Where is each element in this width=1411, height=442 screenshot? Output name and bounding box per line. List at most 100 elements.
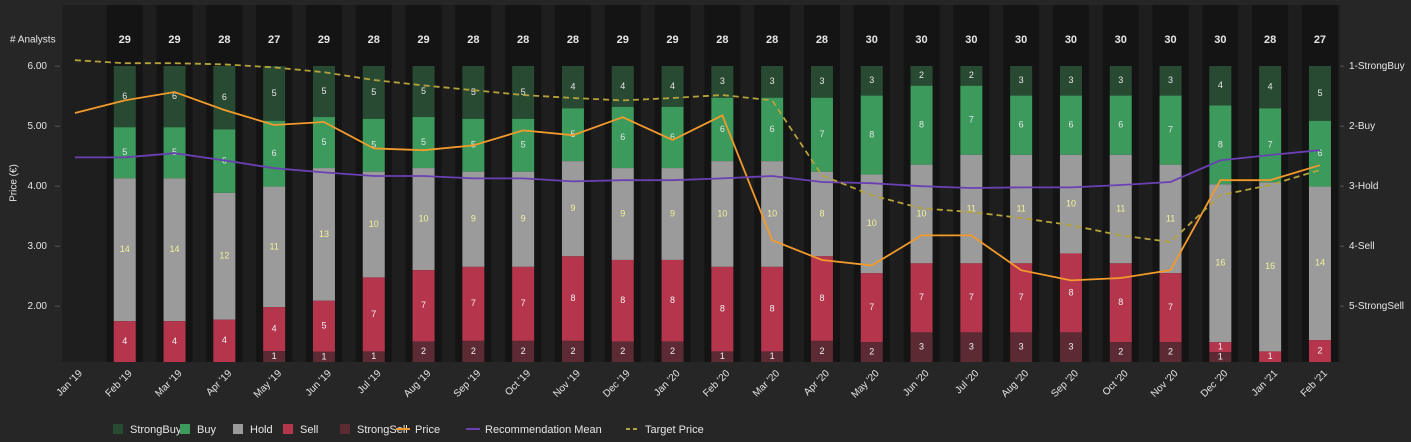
bar-segment — [1259, 66, 1282, 109]
bar-label: 1 — [1218, 342, 1223, 352]
bar-label: 2 — [919, 70, 924, 80]
bar-label: 7 — [819, 129, 824, 139]
bar-label: 6 — [1068, 120, 1073, 130]
bar-label: 3 — [1068, 342, 1073, 352]
legend-label: Recommendation Mean — [485, 424, 602, 436]
bar-label: 6 — [1118, 120, 1123, 130]
bar-segment — [1259, 351, 1282, 362]
bar-segment — [1010, 332, 1033, 362]
bar-label: 5 — [521, 140, 526, 150]
bar-label: 12 — [219, 251, 229, 261]
bar-segment — [1209, 342, 1232, 353]
bar-label: 6 — [172, 91, 177, 101]
bar-segment — [163, 321, 186, 362]
bar-segment — [661, 106, 684, 169]
x-tick-label: Jun '19 — [304, 368, 335, 399]
bar-segment — [512, 66, 535, 119]
bar-segment — [1159, 273, 1182, 343]
analyst-count: 28 — [218, 34, 230, 46]
bar-label: 3 — [1068, 75, 1073, 85]
bar-segment — [1159, 66, 1182, 96]
bar-segment — [113, 66, 136, 128]
bar-segment — [860, 273, 883, 343]
bar-segment — [761, 161, 784, 267]
analyst-count: 30 — [1015, 34, 1027, 46]
x-tick-label: Feb '21 — [1299, 368, 1330, 399]
x-tick-label: Oct '20 — [1101, 368, 1131, 398]
analyst-count: 29 — [168, 34, 180, 46]
bar-label: 8 — [670, 295, 675, 305]
analyst-count: 28 — [1264, 34, 1276, 46]
bar-label: 4 — [620, 81, 625, 91]
bar-segment — [810, 340, 833, 362]
bar-segment — [1209, 105, 1232, 185]
bar-segment — [1109, 95, 1132, 155]
bar-label: 5 — [471, 87, 476, 97]
bar-label: 7 — [1019, 292, 1024, 302]
bar-label: 14 — [1315, 258, 1325, 268]
bar-segment — [1159, 342, 1182, 362]
x-tick-label: May '19 — [252, 368, 285, 401]
bar-label: 3 — [1019, 75, 1024, 85]
analyst-count: 29 — [666, 34, 678, 46]
y-axis-label: Price (€) — [9, 164, 20, 202]
bar-segment — [711, 266, 734, 352]
bar-label: 4 — [122, 336, 127, 346]
bar-segment — [611, 341, 634, 362]
y-tick-label: 6.00 — [28, 61, 48, 72]
bar-label: 5 — [321, 86, 326, 96]
bar-label: 6 — [272, 148, 277, 158]
bar-label: 5 — [172, 147, 177, 157]
bar-segment — [1159, 164, 1182, 274]
bar-label: 3 — [819, 76, 824, 86]
bar-label: 2 — [421, 346, 426, 356]
bar-label: 4 — [172, 336, 177, 346]
bar-label: 9 — [670, 208, 675, 218]
bar-segment — [1308, 340, 1331, 362]
bar-segment — [860, 174, 883, 274]
bar-segment — [1209, 66, 1232, 106]
y2-tick-label: 1-StrongBuy — [1349, 61, 1405, 72]
bar-segment — [412, 270, 435, 342]
bar-label: 9 — [521, 214, 526, 224]
bar-segment — [1059, 154, 1082, 254]
analyst-count: 30 — [866, 34, 878, 46]
analyst-count: 28 — [517, 34, 529, 46]
legend-swatch — [283, 424, 293, 434]
bar-segment — [860, 95, 883, 175]
bar-label: 2 — [969, 70, 974, 80]
bar-segment — [1209, 184, 1232, 343]
bar-label: 8 — [1118, 297, 1123, 307]
line-series — [74, 149, 1321, 189]
bar-segment — [1109, 66, 1132, 96]
bar-label: 6 — [122, 91, 127, 101]
bar-segment — [611, 106, 634, 169]
analyst-count: 30 — [1214, 34, 1226, 46]
bar-segment — [263, 307, 286, 352]
bar-label: 9 — [471, 214, 476, 224]
bar-segment — [213, 192, 236, 320]
bar-segment — [910, 66, 933, 86]
x-tick-label: Mar '20 — [751, 368, 782, 399]
bar-segment — [661, 341, 684, 362]
bar-segment — [761, 97, 784, 162]
analyst-count: 27 — [268, 34, 280, 46]
bar-label: 11 — [1116, 203, 1125, 213]
bar-label: 6 — [222, 92, 227, 102]
line-series — [74, 59, 1321, 243]
bar-label: 5 — [421, 137, 426, 147]
bar-segment — [661, 168, 684, 260]
x-tick-label: Dec '20 — [1199, 368, 1231, 400]
bar-segment — [362, 277, 385, 352]
y2-tick-label: 5-StrongSell — [1349, 301, 1404, 312]
bar-label: 3 — [869, 75, 874, 85]
bar-segment — [412, 168, 435, 271]
x-tick-label: Jul '19 — [356, 368, 384, 396]
y-tick-label: 3.00 — [28, 241, 48, 252]
bar-segment — [512, 266, 535, 341]
bar-label: 6 — [670, 132, 675, 142]
bar-segment — [213, 319, 236, 362]
bar-label: 6 — [620, 132, 625, 142]
bar-segment — [213, 66, 236, 130]
bar-label: 6 — [720, 124, 725, 134]
